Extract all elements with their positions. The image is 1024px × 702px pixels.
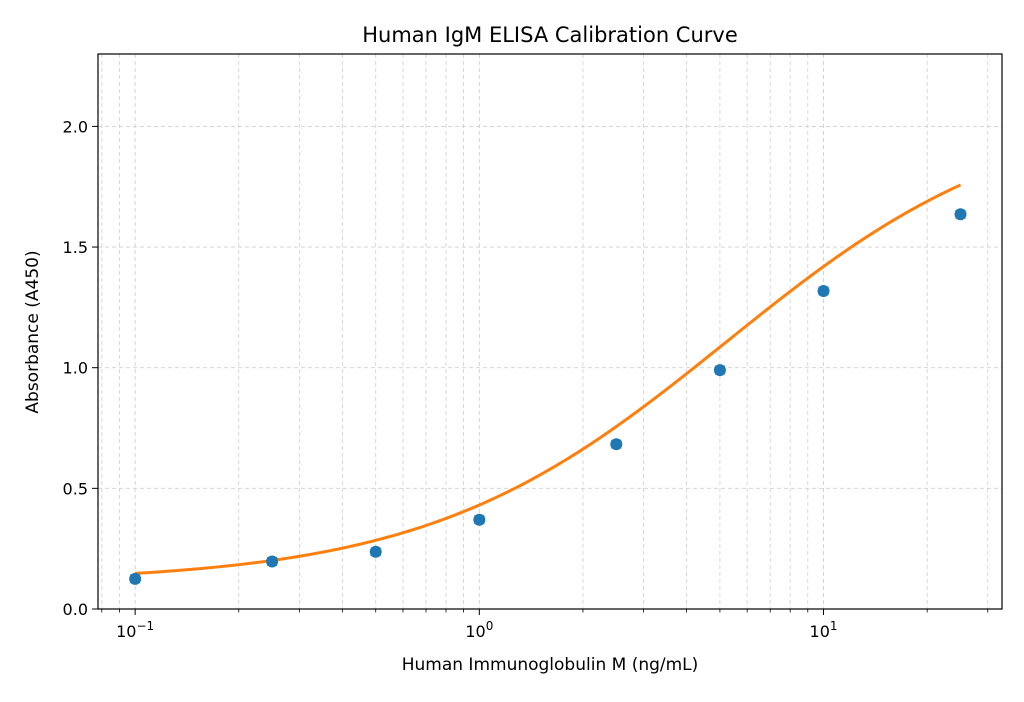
- y-tick-label: 1.5: [63, 238, 88, 257]
- x-axis-label: Human Immunoglobulin M (ng/mL): [402, 655, 699, 675]
- data-points-layer: [129, 208, 967, 585]
- x-tick-label: 100: [465, 619, 493, 641]
- plot-frame: [97, 53, 1003, 610]
- data-point: [954, 208, 967, 221]
- data-point: [369, 545, 382, 558]
- data-point: [473, 513, 486, 526]
- x-tick-label: 10−1: [116, 619, 154, 641]
- y-tick-label: 1.0: [63, 359, 88, 378]
- y-tick-label: 2.0: [63, 117, 88, 136]
- data-point: [266, 555, 279, 568]
- data-point: [713, 364, 726, 377]
- y-tick-label: 0.5: [63, 479, 88, 498]
- chart-title: Human IgM ELISA Calibration Curve: [362, 23, 738, 47]
- y-tick-label: 0.0: [63, 600, 88, 619]
- data-point: [129, 572, 142, 585]
- grid: [98, 54, 1002, 610]
- data-point: [817, 284, 830, 297]
- y-axis-label: Absorbance (A450): [23, 250, 43, 413]
- axis-ticks: 0.0 0.5 1.0 1.5 2.0 10−1 100 101: [63, 117, 989, 641]
- data-point: [610, 438, 623, 451]
- x-tick-label: 101: [810, 619, 838, 641]
